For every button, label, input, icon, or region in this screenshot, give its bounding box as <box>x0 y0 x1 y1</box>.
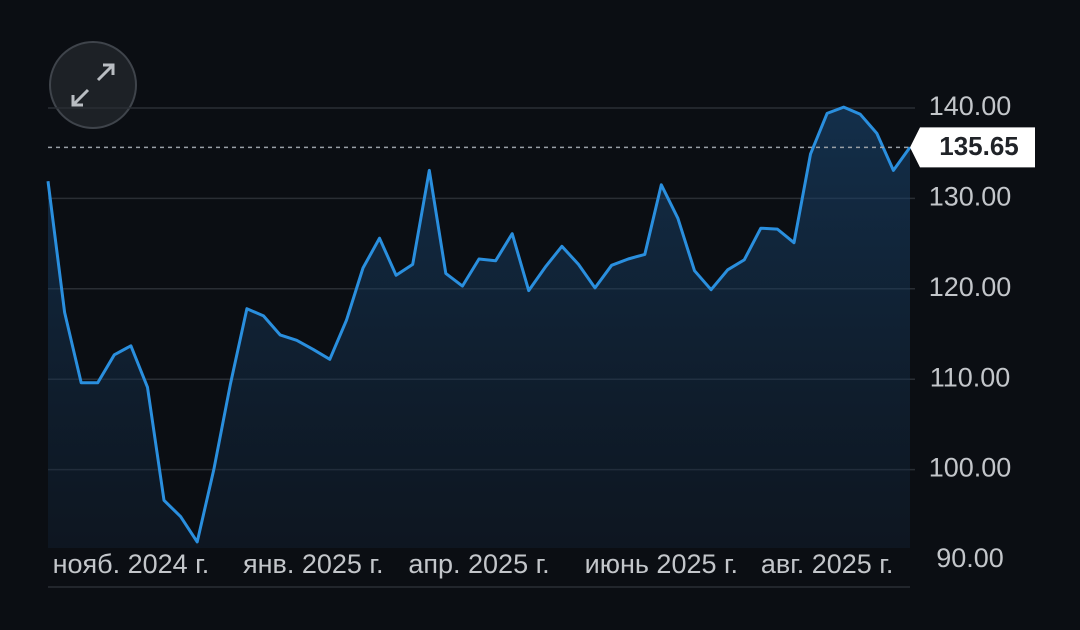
x-tick-label: июнь 2025 г. <box>585 549 738 579</box>
x-tick-label: апр. 2025 г. <box>408 549 549 579</box>
y-tick-label: 130.00 <box>929 182 1012 212</box>
y-tick-label: 120.00 <box>929 272 1012 302</box>
y-tick-label: 110.00 <box>930 362 1011 392</box>
reference-label: 135.65 <box>939 131 1019 161</box>
line <box>46 105 912 544</box>
x-tick-label: нояб. 2024 г. <box>53 549 210 579</box>
y-tick-label: 100.00 <box>929 453 1012 483</box>
x-tick-label: янв. 2025 г. <box>243 549 384 579</box>
x-tick-label: авг. 2025 г. <box>761 549 894 579</box>
area <box>48 107 910 548</box>
y-tick-label: 140.00 <box>929 91 1012 121</box>
y-tick-label: 90.00 <box>936 543 1004 573</box>
expand-icon[interactable] <box>71 63 115 107</box>
expand-circle[interactable] <box>49 41 137 129</box>
expand-button[interactable] <box>49 41 137 129</box>
reference-label-box <box>910 127 1035 168</box>
